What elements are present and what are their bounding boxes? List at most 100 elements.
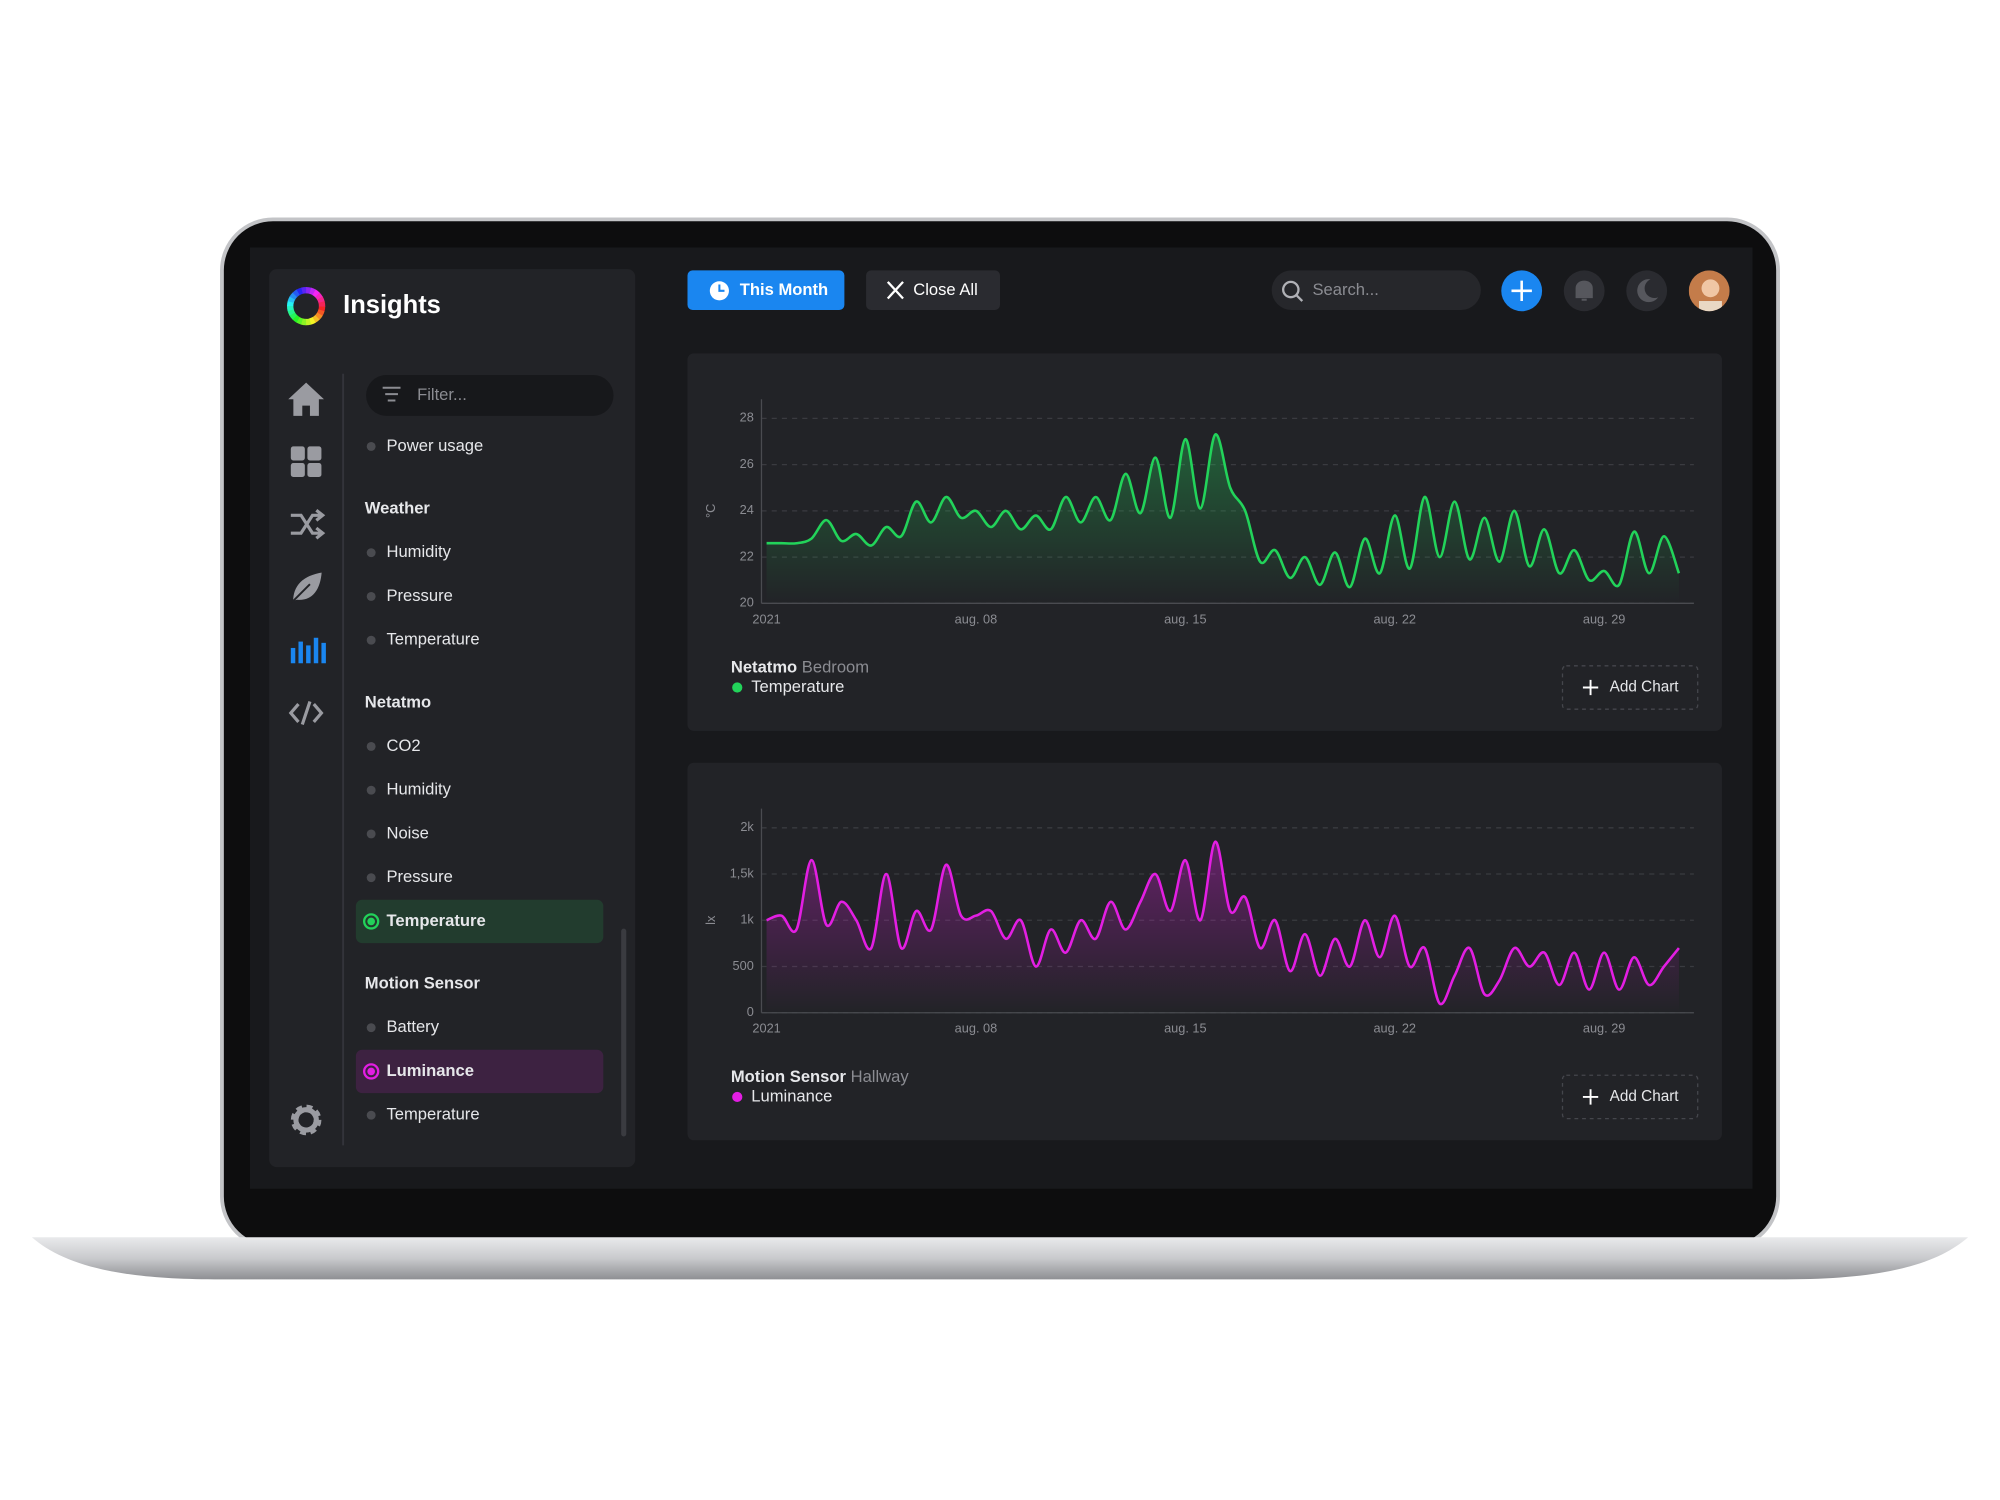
x-tick-label: aug. 08 bbox=[955, 1021, 998, 1036]
search-icon-handle bbox=[1295, 293, 1304, 302]
filter-icon bbox=[382, 386, 401, 402]
source-name: Motion Sensor bbox=[731, 1067, 847, 1086]
add-chart-label: Add Chart bbox=[1610, 679, 1680, 696]
logo-segment bbox=[305, 318, 312, 326]
app-title: Insights bbox=[343, 291, 441, 319]
chart-source: Netatmo Bedroom bbox=[731, 658, 869, 677]
logo-segment bbox=[308, 317, 316, 325]
active-ring bbox=[363, 913, 380, 930]
logo-segment bbox=[300, 318, 307, 326]
nav-icons bbox=[288, 382, 326, 1136]
settings-icon[interactable] bbox=[290, 1104, 322, 1136]
add-chart-button[interactable] bbox=[1561, 1074, 1699, 1120]
active-ring bbox=[363, 1063, 380, 1080]
group-title: Weather bbox=[365, 499, 431, 518]
legend-label: Luminance bbox=[751, 1086, 832, 1105]
chart-card: 20 22 24 26 28 2021 aug. 08 aug. 15 aug. 22 aug. … bbox=[687, 353, 1722, 731]
menu-item: Humidity bbox=[386, 542, 451, 561]
search-input[interactable] bbox=[1271, 270, 1481, 310]
logo-segment bbox=[301, 286, 307, 294]
filter-input[interactable] bbox=[366, 375, 614, 416]
plus-icon bbox=[1582, 679, 1599, 696]
logo-segment bbox=[292, 289, 301, 298]
x-tick-label: 2021 bbox=[752, 611, 780, 626]
search-icon bbox=[1282, 280, 1300, 299]
logo-segment bbox=[318, 306, 326, 312]
line bbox=[766, 433, 1681, 589]
logo-segment bbox=[306, 286, 312, 294]
y-tick-label: 0 bbox=[747, 1004, 754, 1019]
active-item-bg[interactable] bbox=[355, 899, 604, 944]
logo-segment bbox=[296, 287, 304, 296]
menu-item: CO2 bbox=[386, 736, 420, 755]
avatar[interactable] bbox=[1688, 270, 1730, 313]
y-tick-label: 26 bbox=[740, 456, 754, 471]
theme-button[interactable] bbox=[1626, 270, 1668, 312]
item-dot bbox=[366, 441, 376, 451]
logo-segment bbox=[318, 301, 326, 307]
laptop-base bbox=[31, 1237, 1969, 1280]
y-axis-label: °C bbox=[703, 504, 718, 518]
close-all-button[interactable] bbox=[866, 270, 1000, 310]
menu-item: Battery bbox=[386, 1017, 439, 1036]
logo-segment bbox=[296, 316, 303, 325]
bell-icon bbox=[1575, 280, 1593, 301]
active-dot bbox=[367, 917, 375, 926]
add-icon bbox=[1511, 280, 1532, 302]
logo bbox=[286, 286, 326, 326]
group-title: Netatmo bbox=[365, 692, 431, 711]
logo-segment bbox=[309, 287, 317, 296]
add-chart-button[interactable] bbox=[1561, 665, 1699, 710]
x-tick-label: aug. 22 bbox=[1373, 611, 1416, 626]
logo-segment bbox=[312, 315, 320, 323]
charts: 20 22 24 26 28 2021 aug. 08 aug. 15 aug. 22 aug. … bbox=[687, 353, 1722, 1141]
chart-source: Motion Sensor Hallway bbox=[731, 1067, 909, 1086]
item-dot bbox=[366, 873, 376, 883]
x-tick-label: aug. 08 bbox=[955, 611, 998, 626]
home-icon[interactable] bbox=[288, 382, 324, 416]
code-icon[interactable] bbox=[288, 701, 324, 725]
energy-icon[interactable] bbox=[291, 570, 324, 604]
line bbox=[766, 840, 1680, 1006]
x-tick-label: aug. 22 bbox=[1373, 1021, 1416, 1036]
room-name: Bedroom bbox=[802, 658, 869, 677]
active-item-bg[interactable] bbox=[355, 1049, 604, 1094]
item-dot bbox=[366, 591, 376, 601]
x-tick-label: aug. 15 bbox=[1164, 1021, 1207, 1036]
y-tick-label: 1,5k bbox=[730, 865, 755, 880]
legend-label: Temperature bbox=[751, 677, 844, 696]
moon-icon bbox=[1637, 279, 1659, 303]
menu-item: Noise bbox=[386, 823, 428, 842]
item-dot bbox=[366, 548, 376, 558]
sidebar bbox=[269, 269, 636, 1168]
y-tick-label: 500 bbox=[733, 958, 754, 973]
item-dot bbox=[366, 1110, 376, 1120]
dashboard-icon[interactable] bbox=[290, 446, 322, 478]
menu-item: Power usage bbox=[386, 436, 483, 455]
menu-item: Humidity bbox=[386, 780, 451, 799]
y-tick-label: 20 bbox=[740, 595, 754, 610]
search-placeholder: Search... bbox=[1313, 280, 1379, 299]
logo-segment bbox=[316, 309, 325, 317]
button-label: Close All bbox=[913, 280, 978, 299]
automation-icon[interactable] bbox=[290, 508, 326, 540]
item-dot bbox=[366, 829, 376, 839]
button-label: This Month bbox=[740, 280, 828, 299]
scrollbar[interactable] bbox=[621, 928, 627, 1137]
item-dot bbox=[366, 741, 376, 751]
logo-segment bbox=[286, 300, 294, 307]
source-name: Netatmo bbox=[731, 658, 797, 677]
insights-icon[interactable] bbox=[290, 637, 326, 664]
y-tick-label: 22 bbox=[740, 548, 754, 563]
clock-hands bbox=[718, 284, 725, 292]
plus-icon bbox=[1582, 1089, 1599, 1105]
add-chart-label: Add Chart bbox=[1610, 1088, 1680, 1105]
this-month-button[interactable] bbox=[687, 270, 845, 310]
menu: Power usage Weather Humidity Pressure Temper… bbox=[355, 436, 604, 1124]
y-tick-label: 1k bbox=[740, 912, 754, 927]
logo-segment bbox=[314, 312, 323, 321]
menu-item: Pressure bbox=[386, 867, 452, 886]
menu-item: Temperature bbox=[386, 911, 485, 930]
